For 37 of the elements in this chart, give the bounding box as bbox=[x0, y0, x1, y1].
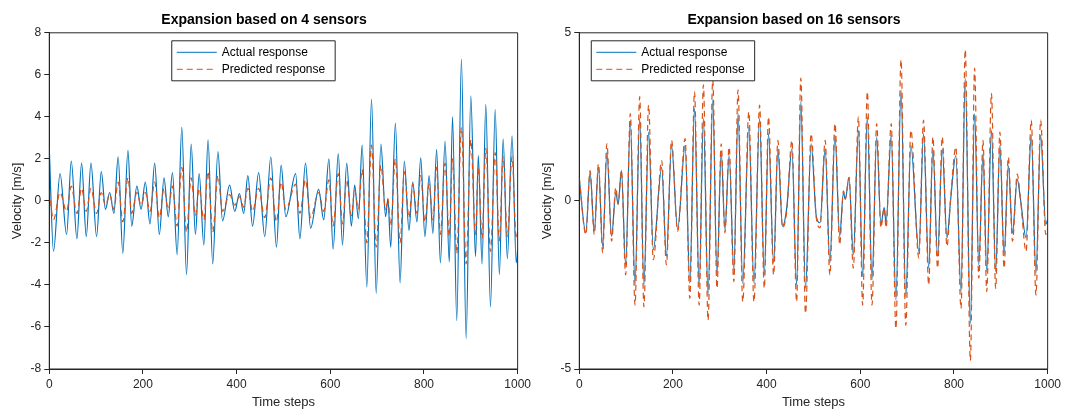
y-tick-label: -5 bbox=[560, 361, 572, 376]
y-tick-label: 6 bbox=[34, 67, 42, 82]
x-tick-label: 0 bbox=[45, 376, 53, 391]
x-tick-label: 200 bbox=[662, 376, 684, 391]
x-tick-label: 800 bbox=[943, 376, 965, 391]
x-tick-label: 800 bbox=[413, 376, 435, 391]
y-tick-label: 8 bbox=[34, 25, 42, 40]
y-tick-label: 0 bbox=[564, 193, 572, 208]
x-tick-label: 0 bbox=[575, 376, 583, 391]
line-series bbox=[579, 49, 1048, 362]
chart-title: Expansion based on 4 sensors bbox=[161, 11, 367, 28]
x-tick-label: 400 bbox=[756, 376, 777, 391]
x-tick-label: 400 bbox=[226, 376, 247, 391]
x-tick-label: 1000 bbox=[1034, 376, 1062, 391]
x-axis-title: Time steps bbox=[251, 393, 316, 409]
y-tick-label: -6 bbox=[30, 319, 42, 334]
line-series bbox=[49, 126, 518, 265]
x-tick-label: 600 bbox=[320, 376, 341, 391]
chart-title: Expansion based on 16 sensors bbox=[687, 11, 901, 28]
y-axis-title: Velocity [m/s] bbox=[9, 162, 25, 240]
x-axis-title: Time steps bbox=[781, 393, 846, 409]
legend-label: Predicted response bbox=[221, 61, 326, 76]
y-tick-label: 5 bbox=[564, 25, 572, 40]
legend-label: Actual response bbox=[221, 44, 309, 59]
legend-label: Predicted response bbox=[641, 61, 745, 76]
legend-label: Actual response bbox=[641, 44, 728, 59]
line-series bbox=[49, 58, 518, 340]
x-tick-label: 200 bbox=[132, 376, 154, 391]
y-tick-label: -4 bbox=[30, 277, 42, 292]
y-axis-title: Velocity [m/s] bbox=[539, 162, 555, 240]
y-tick-label: -8 bbox=[30, 361, 42, 376]
y-tick-label: 0 bbox=[34, 193, 42, 208]
y-tick-label: 4 bbox=[34, 109, 42, 124]
y-tick-label: 2 bbox=[34, 151, 42, 166]
x-tick-label: 600 bbox=[850, 376, 871, 391]
x-tick-label: 1000 bbox=[504, 376, 532, 391]
y-tick-label: -2 bbox=[30, 235, 42, 250]
